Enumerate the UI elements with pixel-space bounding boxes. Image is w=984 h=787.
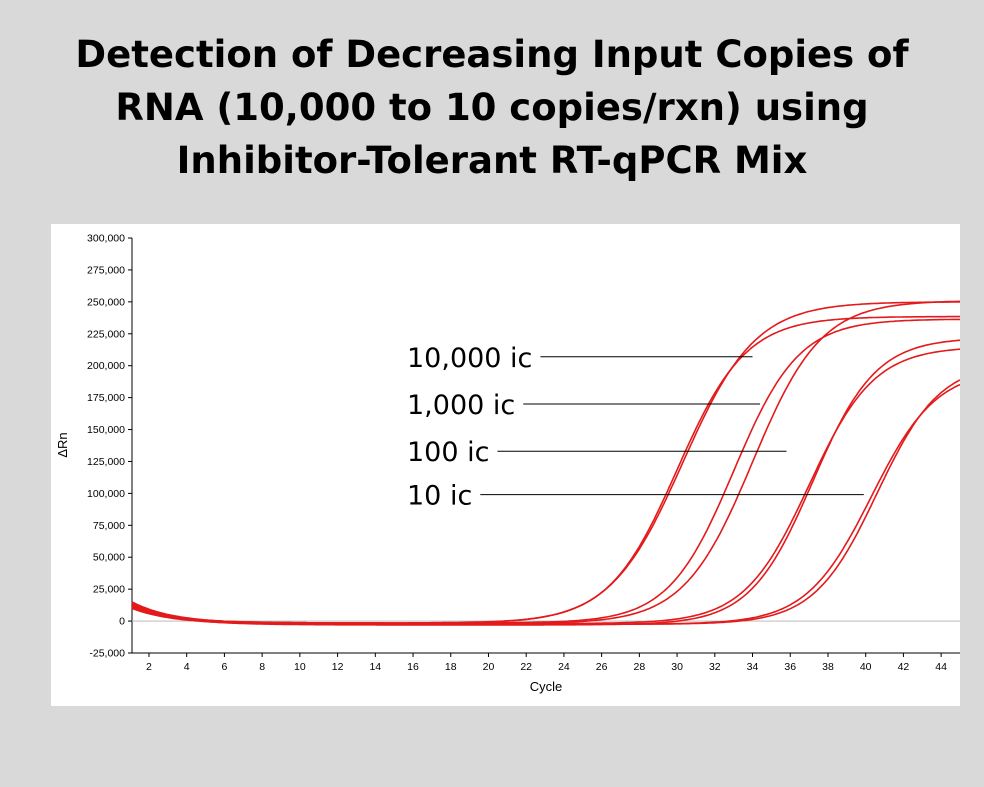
amplification-curve-2 [131, 315, 960, 624]
y-tick-label: 100,000 [87, 488, 125, 500]
x-tick-label: 22 [520, 661, 532, 673]
x-tick-label: 32 [709, 661, 721, 673]
x-tick-label: 28 [634, 661, 646, 673]
amplification-curve-3 [131, 300, 960, 625]
x-tick-label: 12 [332, 661, 344, 673]
x-tick-label: 6 [221, 661, 227, 673]
x-tick-label: 30 [671, 661, 683, 673]
chart-axes: -25,000 0 25,000 50,000 75,000 100,000 125,000… [87, 233, 960, 673]
x-tick-label: 18 [445, 661, 457, 673]
title-line-3: Inhibitor-Tolerant RT-qPCR Mix [176, 139, 808, 182]
annotation-label: 100 ic [407, 437, 489, 468]
amplification-curve-5 [131, 339, 960, 626]
amplification-curves [131, 300, 960, 626]
y-tick-label: -25,000 [89, 648, 125, 660]
y-tick-label: 275,000 [87, 264, 125, 276]
annotation-label: 1,000 ic [407, 390, 515, 421]
amplification-chart: -25,000 0 25,000 50,000 75,000 100,000 125,000… [55, 233, 960, 694]
y-tick-label: 125,000 [87, 456, 125, 468]
x-tick-label: 38 [822, 661, 834, 673]
y-tick-label: 250,000 [87, 296, 125, 308]
x-tick-label: 4 [184, 661, 190, 673]
y-tick-label: 225,000 [87, 328, 125, 340]
title-line-1: Detection of Decreasing Input Copies of [75, 33, 909, 76]
chart-panel: -25,000 0 25,000 50,000 75,000 100,000 125,000… [51, 224, 960, 706]
curve-annotations: 10,000 ic 1,000 ic 100 ic 10 ic [407, 343, 864, 512]
amplification-curve-8 [131, 383, 960, 626]
x-tick-label: 10 [294, 661, 306, 673]
y-tick-label: 50,000 [93, 552, 125, 564]
amplification-curve-6 [131, 348, 960, 625]
x-tick-label: 2 [146, 661, 152, 673]
annotation-label: 10 ic [407, 481, 472, 512]
x-tick-label: 44 [935, 661, 947, 673]
y-tick-label: 75,000 [93, 520, 125, 532]
annotation-label: 10,000 ic [407, 343, 532, 374]
x-tick-label: 20 [483, 661, 495, 673]
y-tick-label: 175,000 [87, 392, 125, 404]
x-tick-label: 42 [898, 661, 910, 673]
y-tick-label: 300,000 [87, 233, 125, 245]
y-tick-label: 0 [119, 616, 125, 628]
y-tick-label: 200,000 [87, 360, 125, 372]
amplification-curve-1 [131, 301, 960, 625]
slide-title: Detection of Decreasing Input Copies of … [0, 28, 984, 187]
y-tick-label: 25,000 [93, 584, 125, 596]
y-tick-label: 150,000 [87, 424, 125, 436]
x-tick-label: 36 [784, 661, 796, 673]
x-tick-label: 34 [747, 661, 759, 673]
x-tick-label: 26 [596, 661, 608, 673]
amplification-curve-4 [131, 318, 960, 624]
amplification-curve-7 [131, 379, 960, 626]
x-axis-label: Cycle [530, 679, 563, 694]
x-tick-label: 8 [259, 661, 265, 673]
x-tick-label: 14 [369, 661, 381, 673]
title-line-2: RNA (10,000 to 10 copies/rxn) using [115, 86, 869, 129]
x-tick-label: 16 [407, 661, 419, 673]
x-tick-label: 24 [558, 661, 570, 673]
y-axis-label: ΔRn [55, 432, 70, 457]
x-tick-label: 40 [860, 661, 872, 673]
